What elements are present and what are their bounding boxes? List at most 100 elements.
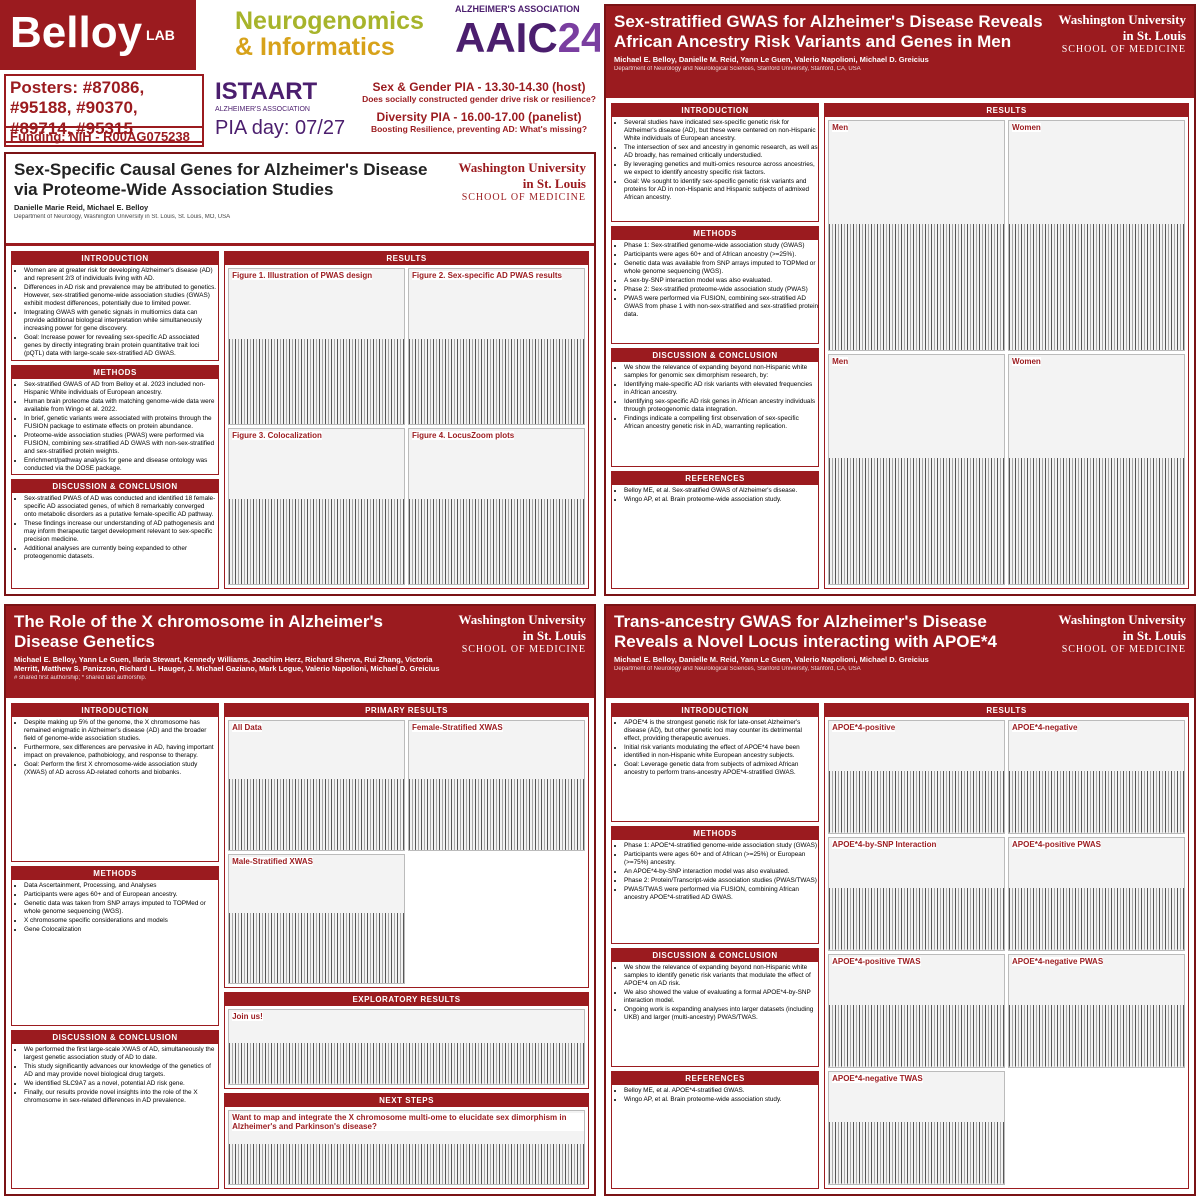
figure-panel: APOE*4-positive bbox=[828, 720, 1006, 834]
figure-label: Men bbox=[832, 357, 849, 366]
affiliation: Department of Neurology and Neurological… bbox=[614, 66, 861, 73]
poster-body: INTRODUCTION Several studies have indicat… bbox=[606, 98, 1194, 594]
section-heading: INTRODUCTION bbox=[12, 704, 219, 717]
affiliation: Department of Neurology and Neurological… bbox=[614, 666, 861, 673]
poster: Sex-Specific Causal Genes for Alzheimer'… bbox=[4, 152, 596, 596]
figure-label: All Data bbox=[232, 723, 262, 732]
section-heading: DISCUSSION & CONCLUSION bbox=[612, 949, 819, 962]
diversity-pia: Diversity PIA - 16.00-17.00 (panelist) bbox=[376, 110, 582, 124]
section: INTRODUCTION Women are at greater risk fo… bbox=[11, 251, 220, 361]
results-column: RESULTS APOE*4-positive APOE*4-negative APO… bbox=[824, 703, 1189, 1189]
bullet: Finally, our results provide novel insig… bbox=[24, 1089, 218, 1105]
istaart: ISTAART ALZHEIMER'S ASSOCIATION PIA day: 0… bbox=[215, 78, 345, 140]
bullet: Sex-stratified GWAS of AD from Belloy et… bbox=[24, 381, 218, 397]
section: REFERENCES Belloy ME, et al. Sex-stratifi… bbox=[611, 470, 820, 589]
section-heading: DISCUSSION & CONCLUSION bbox=[12, 1030, 219, 1044]
poster-header: The Role of the X chromosome in Alzheime… bbox=[6, 606, 594, 698]
bullet: We performed the first large-scale XWAS … bbox=[24, 1046, 218, 1062]
section-heading: METHODS bbox=[612, 826, 819, 840]
figure-panel: APOE*4-positive PWAS bbox=[1008, 837, 1185, 951]
authors: Danielle Marie Reid, Michael E. Belloy bbox=[14, 203, 149, 213]
figure-label: APOE*4-by-SNP Interaction bbox=[832, 840, 937, 849]
bullet-list: We show the relevance of expanding beyon… bbox=[612, 364, 818, 431]
section-heading: METHODS bbox=[612, 226, 819, 240]
section-heading: INTRODUCTION bbox=[612, 104, 819, 117]
results-heading: RESULTS bbox=[825, 704, 1188, 717]
bullet: Belloy ME, et al. Sex-stratified GWAS of… bbox=[624, 487, 818, 495]
school: SCHOOL OF MEDICINE bbox=[1061, 44, 1186, 55]
section: METHODS Sex-stratified GWAS of AD from Be… bbox=[11, 365, 220, 475]
bullet-list: Phase 1: Sex-stratified genome-wide asso… bbox=[612, 242, 818, 319]
bullet-list: Phase 1: APOE*4-stratified genome-wide a… bbox=[612, 842, 818, 902]
section-heading: DISCUSSION & CONCLUSION bbox=[12, 480, 219, 493]
figure-grid: All Data Female-Stratified XWAS Male-Strat… bbox=[225, 717, 588, 987]
results-column: RESULTS Figure 1. Illustration of PWAS de… bbox=[224, 251, 589, 589]
affiliation: Department of Neurology, Washington Univ… bbox=[14, 214, 231, 221]
bullet: Human brain proteome data with matching … bbox=[24, 398, 218, 414]
bullet: Participants were ages 60+ and of Africa… bbox=[624, 851, 818, 867]
pia-day: PIA day: 07/27 bbox=[215, 117, 346, 139]
neuro-2: & Informatics bbox=[235, 33, 395, 62]
section-heading: METHODS bbox=[12, 366, 219, 379]
bullet: Enrichment/pathway analysis for gene and… bbox=[24, 457, 218, 473]
bullet: Participants were ages 60+ and of Europe… bbox=[24, 891, 218, 899]
authors: Michael E. Belloy, Danielle M. Reid, Yan… bbox=[614, 55, 929, 65]
university: Washington University in St. Louis bbox=[1058, 612, 1187, 643]
bullet: In brief, genetic variants were associat… bbox=[24, 415, 218, 431]
figure-label: Women bbox=[1012, 357, 1041, 366]
sex-gender-pia: Sex & Gender PIA - 13.30-14.30 (host) bbox=[372, 80, 586, 94]
authors: Michael E. Belloy, Danielle M. Reid, Yan… bbox=[614, 655, 929, 665]
figure-label: APOE*4-negative TWAS bbox=[832, 1074, 923, 1083]
university: Washington University in St. Louis bbox=[1058, 12, 1187, 43]
figure-label: Women bbox=[1012, 123, 1041, 132]
results-column: PRIMARY RESULTS All Data Female-Stratified… bbox=[224, 703, 589, 1190]
bullet: Findings indicate a compelling first obs… bbox=[624, 415, 818, 431]
authors: Michael E. Belloy, Yann Le Guen, Ilaria … bbox=[14, 655, 440, 674]
bullet: This study significantly advances our kn… bbox=[24, 1063, 218, 1079]
bullet: Proteome-wide association studies (PWAS)… bbox=[24, 432, 218, 456]
poster-title: Sex-Specific Causal Genes for Alzheimer'… bbox=[14, 160, 428, 199]
poster-list: Posters: #87086, #95188, #90370, #89714,… bbox=[4, 74, 204, 144]
neuro-1: Neurogenomics bbox=[235, 7, 424, 35]
poster-title: Trans-ancestry GWAS for Alzheimer's Dise… bbox=[614, 612, 997, 651]
bullet: Several studies have indicated sex-speci… bbox=[624, 119, 818, 143]
bullet: Belloy ME, et al. APOE*4-stratified GWAS… bbox=[624, 1087, 818, 1095]
results-box: EXPLORATORY RESULTS Join us! bbox=[224, 992, 589, 1089]
figure-panel: Join us! bbox=[228, 1009, 585, 1085]
funding: Funding: NIH - R00AG075238 bbox=[4, 126, 204, 147]
figure-panel: All Data bbox=[228, 720, 406, 851]
figure-label: APOE*4-negative bbox=[1012, 723, 1078, 732]
bullet-list: Data Ascertainment, Processing, and Anal… bbox=[12, 882, 218, 934]
figure-grid: APOE*4-positive APOE*4-negative APOE*4-by-… bbox=[825, 717, 1188, 1188]
bullet-list: Several studies have indicated sex-speci… bbox=[612, 119, 818, 202]
bullet: Furthermore, sex differences are pervasi… bbox=[24, 744, 218, 760]
poster: Sex-stratified GWAS for Alzheimer's Dise… bbox=[604, 4, 1196, 596]
aaic: AAIC bbox=[455, 14, 558, 61]
bullet-list: We performed the first large-scale XWAS … bbox=[12, 1046, 218, 1105]
bullet: We also showed the value of evaluating a… bbox=[624, 989, 818, 1005]
figure-panel: Women bbox=[1008, 354, 1185, 585]
bullet: PWAS were performed via FUSION, combinin… bbox=[624, 295, 818, 319]
school: SCHOOL OF MEDICINE bbox=[461, 192, 586, 203]
sex-gender-question: Does socially constructed gender drive r… bbox=[362, 94, 596, 104]
bullet: By leveraging genetics and multi-omics r… bbox=[624, 161, 818, 177]
figure-label: Figure 1. Illustration of PWAS design bbox=[232, 271, 373, 280]
results-box: RESULTS Figure 1. Illustration of PWAS de… bbox=[224, 251, 589, 589]
section: METHODSData Ascertainment, Processing, a… bbox=[11, 866, 220, 1026]
university-logo: Washington University in St. Louis SCHOOL… bbox=[456, 160, 587, 237]
bullet: Gene Colocalization bbox=[24, 926, 218, 934]
text-column: INTRODUCTION Several studies have indicat… bbox=[611, 103, 820, 589]
figure-panel: Female-Stratified XWAS bbox=[408, 720, 585, 851]
title-block: Trans-ancestry GWAS for Alzheimer's Dise… bbox=[614, 612, 1048, 692]
figure-label: Join us! bbox=[232, 1012, 263, 1022]
results-heading: PRIMARY RESULTS bbox=[225, 704, 588, 717]
istaart-sub: ALZHEIMER'S ASSOCIATION bbox=[215, 106, 310, 113]
figure-label: APOE*4-negative PWAS bbox=[1012, 957, 1104, 966]
poster: The Role of the X chromosome in Alzheime… bbox=[4, 604, 596, 1196]
figure-label: Figure 3. Colocalization bbox=[232, 431, 322, 440]
results-box: RESULTS Men Women Men Women bbox=[824, 103, 1189, 589]
bullet: Phase 1: Sex-stratified genome-wide asso… bbox=[624, 242, 818, 250]
poster-header: Trans-ancestry GWAS for Alzheimer's Dise… bbox=[606, 606, 1194, 698]
results-heading: RESULTS bbox=[225, 252, 588, 265]
bullet-list: Sex-stratified PWAS of AD was conducted … bbox=[12, 495, 218, 561]
